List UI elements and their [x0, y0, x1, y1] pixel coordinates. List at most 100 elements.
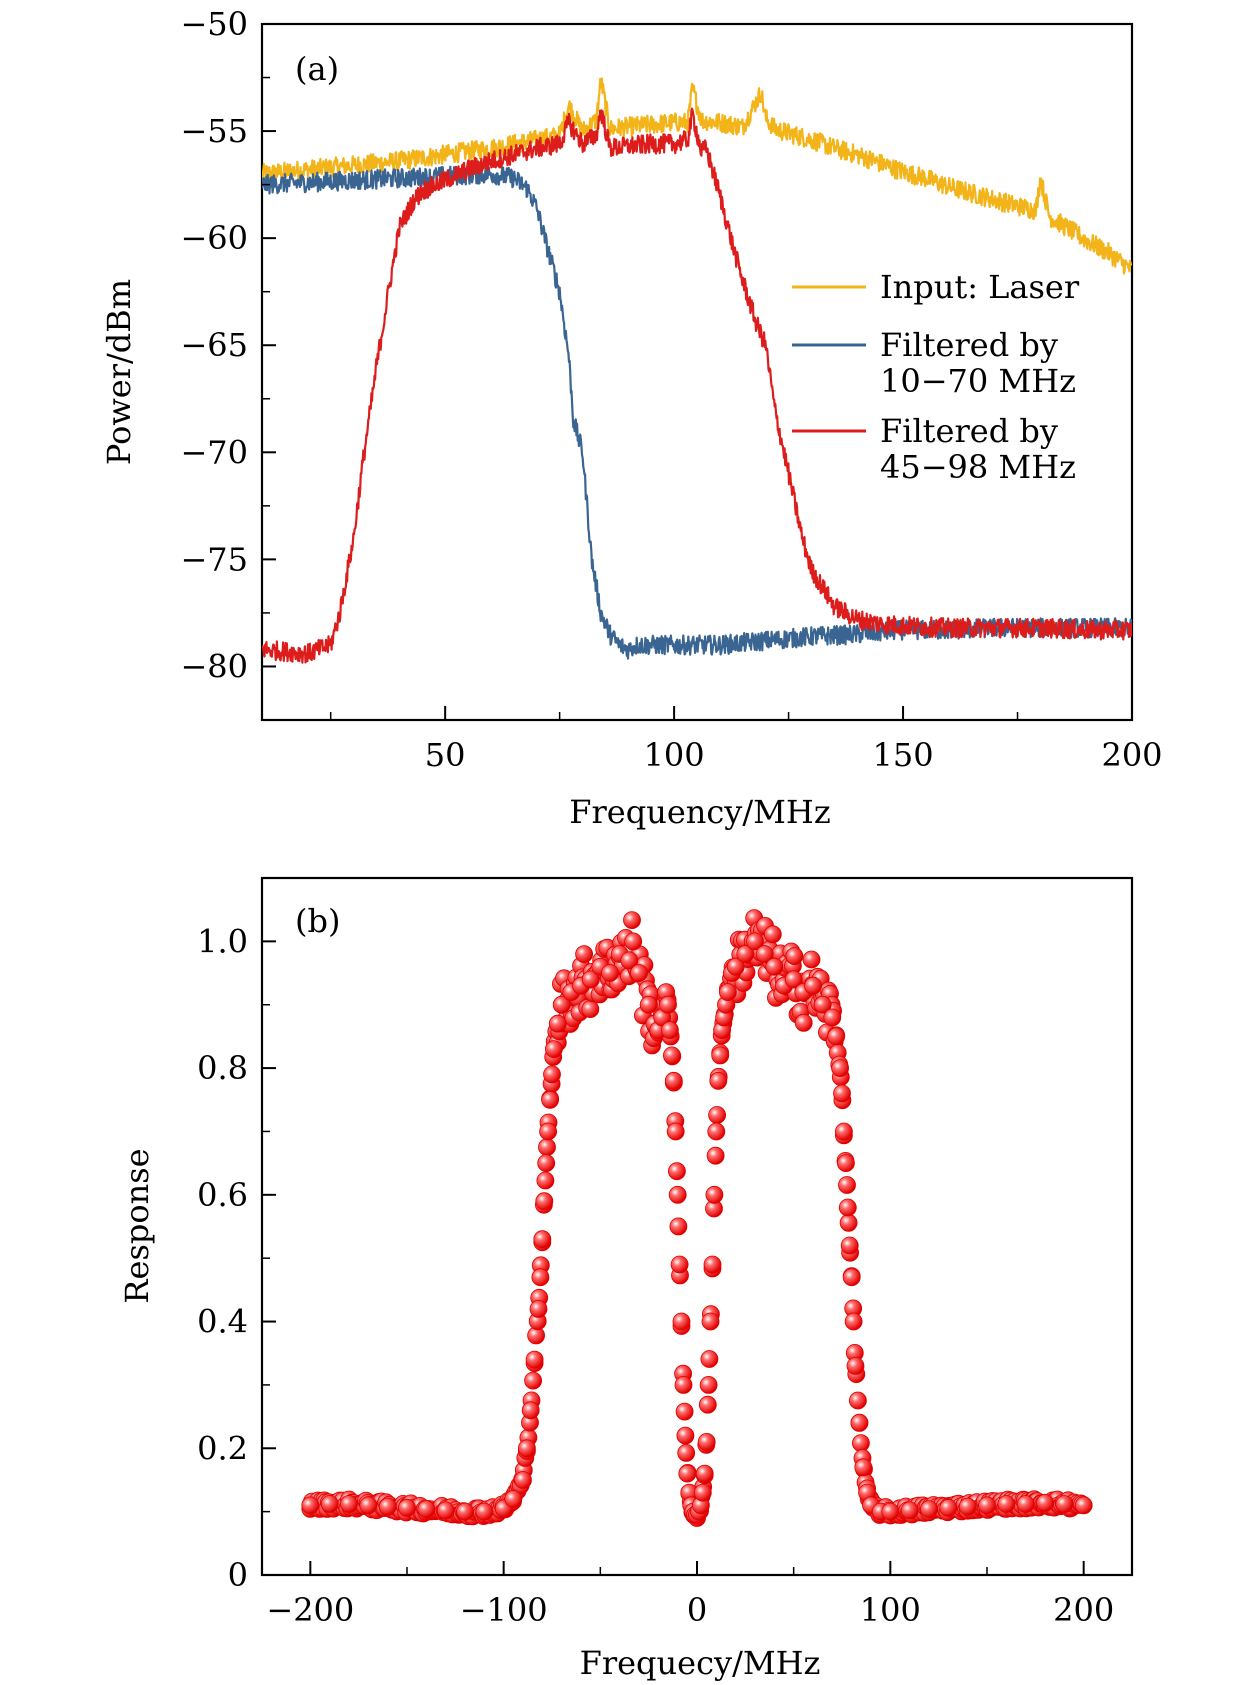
response-point — [978, 1496, 996, 1515]
legend-label-input: Input: Laser — [880, 268, 1080, 306]
panel-b-xtick-label: 200 — [1053, 1591, 1114, 1629]
response-point — [663, 1046, 681, 1065]
panel-a-xtick-label: 200 — [1101, 736, 1162, 774]
panel-b-ytick-label: 1.0 — [197, 922, 248, 960]
response-point — [881, 1502, 900, 1521]
response-point — [784, 970, 803, 989]
response-point — [804, 976, 822, 995]
response-point — [541, 1090, 559, 1109]
response-point — [785, 947, 804, 965]
response-point — [831, 1059, 849, 1077]
response-point — [695, 1464, 714, 1483]
response-point — [675, 1402, 694, 1421]
panel-a: 50 100 150 200 −80 −75 −70 −65 −60 −55 −50 (a) Fre… — [100, 5, 1163, 831]
response-point — [765, 957, 784, 976]
response-point — [823, 1008, 842, 1027]
panel-a-ytick-label: −70 — [180, 433, 248, 471]
panel-a-ytick-label: −50 — [180, 5, 248, 43]
response-point — [581, 1000, 600, 1018]
response-point — [543, 1065, 561, 1084]
response-point — [746, 932, 764, 951]
panel-b-xtick-label: −200 — [266, 1591, 354, 1629]
response-point — [676, 1426, 695, 1445]
response-point — [668, 1185, 687, 1204]
response-point — [844, 1312, 863, 1331]
panel-b-ytick-label: 0 — [228, 1556, 248, 1594]
panel-a-xtick-label: 100 — [644, 736, 705, 774]
response-point — [677, 1444, 696, 1462]
panel-b-ytick-label: 0.6 — [197, 1176, 248, 1214]
response-point — [575, 945, 593, 963]
response-point — [697, 1433, 716, 1451]
response-point — [417, 1500, 436, 1518]
response-point — [709, 1071, 728, 1090]
response-point — [552, 995, 571, 1014]
panel-a-ytick-label: −60 — [180, 219, 248, 257]
response-point — [531, 1268, 550, 1287]
panel-b-label: (b) — [295, 902, 340, 940]
response-point — [320, 1495, 339, 1513]
response-point — [849, 1391, 867, 1410]
response-point — [620, 951, 639, 970]
response-point — [537, 1154, 556, 1172]
response-point — [763, 925, 782, 944]
response-point — [545, 1040, 563, 1058]
response-point — [700, 1350, 719, 1368]
panel-a-ytick-label: −65 — [180, 326, 248, 364]
response-point — [1055, 1495, 1074, 1513]
response-point — [678, 1464, 697, 1483]
response-point — [359, 1496, 378, 1515]
response-point — [666, 1122, 685, 1141]
response-point — [726, 957, 745, 976]
response-point — [581, 970, 600, 989]
panel-b-xtick-label: 100 — [860, 1591, 921, 1629]
response-point — [340, 1495, 358, 1513]
response-point — [538, 1138, 556, 1156]
series-input-laser — [262, 77, 1132, 275]
response-point — [661, 1021, 679, 1039]
response-point — [755, 945, 774, 963]
response-point — [456, 1502, 474, 1521]
response-point — [852, 1434, 870, 1452]
response-point — [701, 1312, 720, 1331]
response-point — [668, 1162, 686, 1181]
response-point — [794, 1013, 813, 1032]
response-point — [504, 1490, 523, 1508]
response-point — [630, 964, 648, 982]
response-point — [813, 995, 832, 1014]
legend-label-blue: Filtered by 10−70 MHz — [880, 326, 1076, 400]
response-point — [1074, 1496, 1093, 1515]
response-point — [802, 950, 821, 969]
response-point — [1016, 1495, 1035, 1513]
response-point — [708, 1106, 726, 1124]
response-point — [711, 1046, 730, 1065]
response-point — [672, 1312, 691, 1331]
response-point — [539, 1122, 557, 1141]
panel-a-frame — [260, 22, 1134, 722]
legend: Input: Laser Filtered by 10−70 MHz Filter… — [792, 268, 1080, 486]
response-point — [854, 1458, 873, 1477]
response-point — [601, 964, 619, 982]
panel-b-xtick-label: −100 — [460, 1591, 548, 1629]
response-point — [659, 995, 677, 1014]
response-point — [835, 1122, 853, 1141]
response-point — [529, 1300, 548, 1318]
response-point — [623, 911, 641, 929]
response-point — [719, 983, 737, 1001]
response-point — [436, 1501, 455, 1520]
response-point — [837, 1154, 855, 1172]
response-point — [475, 1502, 494, 1521]
response-point — [900, 1501, 919, 1520]
response-point — [838, 1198, 857, 1217]
response-point — [518, 1439, 536, 1458]
response-point — [850, 1414, 869, 1432]
response-point — [827, 1027, 846, 1046]
response-point — [699, 1376, 718, 1394]
response-point — [939, 1498, 958, 1517]
panel-a-xtick-label: 50 — [425, 736, 466, 774]
response-point — [398, 1498, 416, 1517]
response-point — [524, 1371, 542, 1390]
response-point — [840, 1236, 859, 1255]
panel-b-xtick-label: 0 — [687, 1591, 707, 1629]
